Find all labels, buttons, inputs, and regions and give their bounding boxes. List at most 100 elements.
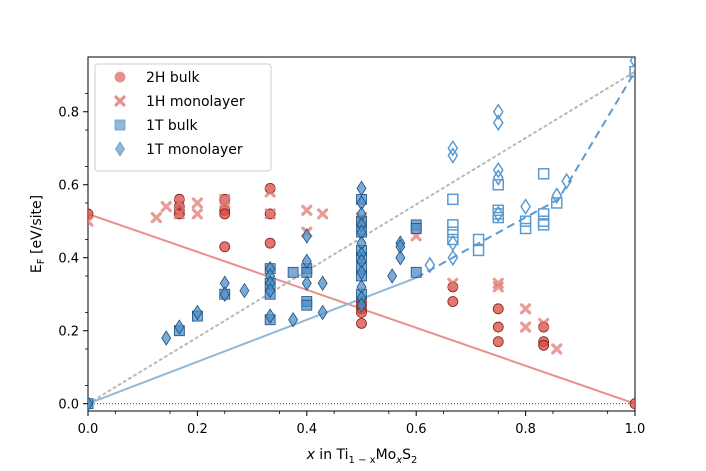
data-point-1t-monolayer xyxy=(317,304,328,321)
data-point-1t-monolayer-open xyxy=(492,205,504,223)
data-point-1t-monolayer xyxy=(301,253,312,270)
data-point-1h-monolayer xyxy=(88,215,94,227)
hull-line-1t xyxy=(88,276,417,405)
data-point-1t-monolayer xyxy=(265,282,276,299)
legend-label-1t-monolayer: 1T monolayer xyxy=(146,142,243,158)
data-point-1t-monolayer xyxy=(192,304,203,321)
data-point-1t-bulk-open xyxy=(447,219,459,231)
data-point-2h-bulk xyxy=(447,296,459,307)
data-point-1t-monolayer-open xyxy=(424,256,436,274)
data-point-1t-monolayer-open xyxy=(447,234,459,252)
data-point-1t-monolayer xyxy=(395,249,406,266)
y-tick-label: 0.6 xyxy=(58,179,79,194)
legend-marker-square xyxy=(114,119,126,131)
x-tick-label: 0.0 xyxy=(78,422,99,437)
data-point-2h-bulk xyxy=(492,303,504,315)
data-point-2h-bulk xyxy=(492,321,504,333)
legend: 2H bulk 1H monolayer 1T bulk 1T monolaye… xyxy=(94,63,272,172)
points-layer xyxy=(88,57,635,411)
data-point-1t-bulk-open xyxy=(629,65,635,78)
data-point-1t-monolayer-open xyxy=(492,169,504,186)
data-point-1t-bulk-open xyxy=(472,233,485,246)
legend-label-2h-bulk: 2H bulk xyxy=(146,70,201,86)
data-point-1h-monolayer xyxy=(264,208,276,220)
data-point-2h-bulk xyxy=(219,241,231,253)
data-point-1h-monolayer xyxy=(219,197,231,209)
data-point-1t-bulk-open xyxy=(447,193,459,206)
data-point-1t-bulk xyxy=(410,266,422,278)
data-point-1t-monolayer-open xyxy=(492,103,504,121)
data-point-1h-monolayer xyxy=(160,201,172,213)
data-point-1t-monolayer xyxy=(356,180,367,197)
x-tick-label: 0.8 xyxy=(515,422,536,437)
data-point-1h-monolayer xyxy=(191,208,203,220)
data-point-1t-bulk-open xyxy=(537,219,550,231)
data-point-1h-monolayer xyxy=(191,197,203,209)
data-point-1t-bulk-open xyxy=(492,211,504,224)
data-point-2h-bulk xyxy=(538,339,550,351)
data-point-1h-monolayer xyxy=(317,208,329,220)
data-point-1t-monolayer xyxy=(239,282,250,299)
data-point-2h-bulk xyxy=(264,237,276,249)
data-point-1t-bulk xyxy=(410,223,422,234)
data-point-1t-monolayer-open xyxy=(561,172,573,190)
data-point-1h-monolayer xyxy=(538,317,550,330)
data-point-1h-monolayer xyxy=(301,204,313,216)
data-point-1t-monolayer-open xyxy=(492,114,504,132)
data-point-1h-monolayer xyxy=(447,277,459,289)
data-point-2h-bulk xyxy=(356,318,367,329)
data-point-1t-bulk xyxy=(301,299,313,311)
data-point-1t-bulk xyxy=(287,266,299,278)
y-tick-label: 0.4 xyxy=(58,252,79,267)
legend-markers xyxy=(114,71,126,157)
data-point-1h-monolayer xyxy=(551,343,563,355)
data-point-1t-bulk-open xyxy=(537,215,550,227)
data-point-1t-bulk-open xyxy=(537,208,550,220)
y-axis-label: EF [eV/site] xyxy=(29,195,47,273)
data-point-1t-monolayer xyxy=(88,395,93,411)
data-point-2h-bulk xyxy=(629,398,635,410)
legend-box xyxy=(94,63,272,172)
y-tick-label: 0.8 xyxy=(58,106,79,121)
data-point-2h-bulk xyxy=(492,336,504,348)
data-point-1h-monolayer xyxy=(173,197,185,209)
data-point-1t-monolayer xyxy=(317,275,328,292)
data-point-1t-bulk-open xyxy=(492,178,504,191)
data-point-1h-monolayer xyxy=(520,303,532,315)
x-tick-label: 0.2 xyxy=(187,422,208,437)
x-tick-label: 0.6 xyxy=(406,422,427,437)
data-point-1t-monolayer-open xyxy=(447,147,459,164)
data-point-2h-bulk xyxy=(219,208,231,220)
data-point-1h-monolayer xyxy=(520,321,532,333)
legend-label-1t-bulk: 1T bulk xyxy=(146,118,199,134)
data-point-1h-monolayer xyxy=(173,208,185,220)
legend-marker-x xyxy=(114,95,126,107)
data-point-1t-monolayer xyxy=(219,286,230,302)
data-point-1t-monolayer-open xyxy=(629,57,635,70)
data-point-1t-bulk-open xyxy=(537,168,550,180)
x-tick-label: 0.4 xyxy=(296,422,317,437)
x-axis-label: x in Ti1 − xMoxS2 xyxy=(306,447,418,466)
data-point-1t-monolayer xyxy=(301,275,312,292)
data-point-1t-monolayer-open xyxy=(551,187,563,205)
legend-label-1h-monolayer: 1H monolayer xyxy=(146,94,245,110)
data-point-1h-monolayer xyxy=(264,186,276,198)
y-tick-label: 0.2 xyxy=(58,325,79,340)
data-point-1t-bulk-open xyxy=(519,222,532,235)
data-point-1t-monolayer xyxy=(356,297,367,313)
data-point-1t-bulk-open xyxy=(551,197,563,209)
data-point-1t-monolayer xyxy=(387,268,398,284)
data-point-1t-monolayer xyxy=(265,308,276,324)
data-point-1t-bulk-open xyxy=(472,244,485,257)
data-point-1t-monolayer-open xyxy=(520,198,531,216)
x-tick-label: 1.0 xyxy=(625,422,646,437)
data-point-1t-monolayer xyxy=(301,228,312,244)
data-point-1t-monolayer xyxy=(288,312,299,328)
legend-marker-circle xyxy=(114,71,126,83)
data-point-1h-monolayer xyxy=(492,281,504,293)
data-point-1t-bulk-open xyxy=(447,233,459,246)
plot-frame xyxy=(87,56,636,412)
data-point-1t-monolayer-open xyxy=(492,161,504,179)
hull-line-1t-dashed xyxy=(415,71,635,279)
